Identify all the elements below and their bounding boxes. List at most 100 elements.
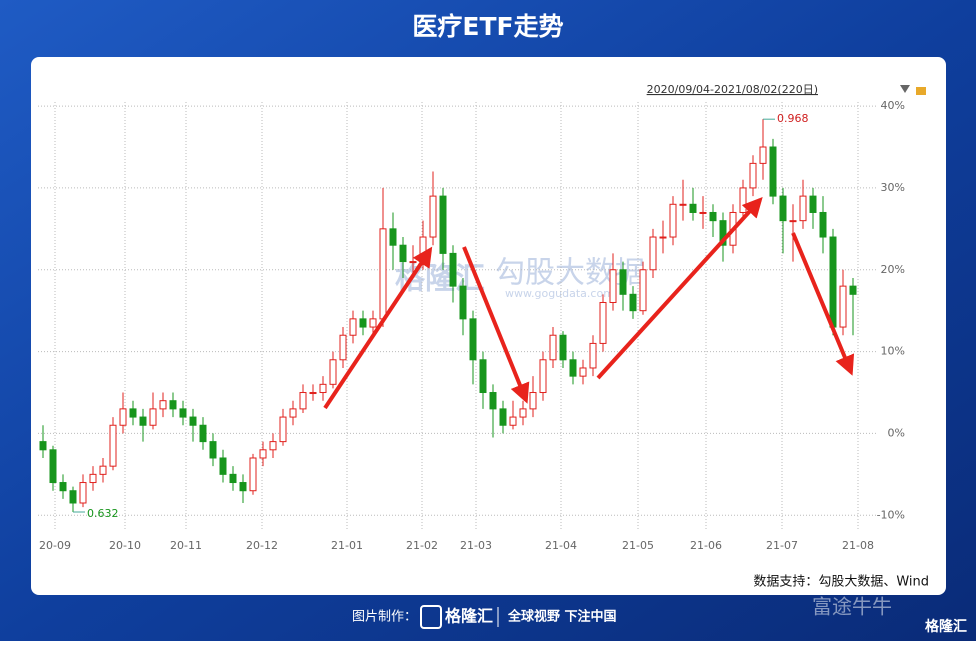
candle-body: [299, 392, 307, 410]
candle-body: [179, 408, 187, 418]
candle-body: [829, 236, 837, 328]
candle-body: [89, 473, 97, 484]
x-tick-label: 21-07: [766, 539, 798, 552]
arrow: [596, 197, 763, 380]
x-tick-label: 20-12: [246, 539, 278, 552]
arrow: [791, 232, 855, 376]
candle-body: [609, 269, 617, 303]
candle-body: [349, 318, 357, 336]
candle-body: [239, 482, 247, 492]
candle-body: [339, 334, 347, 361]
candle-body: [499, 408, 507, 426]
x-tick-label: 21-04: [545, 539, 577, 552]
y-tick-label: 30%: [881, 181, 905, 194]
candle-body: [369, 318, 377, 328]
watermark: www.gogudata.com: [505, 287, 614, 300]
page-title: 医疗ETF走势: [412, 12, 563, 41]
candle-body: [99, 465, 107, 475]
candle-body: [819, 211, 827, 238]
candle-body: [119, 408, 127, 426]
candle-body: [759, 146, 767, 164]
candle-body: [809, 195, 817, 213]
candle-body: [229, 473, 237, 484]
candle-body: [539, 359, 547, 394]
candle-body: [689, 203, 697, 213]
candle-body: [699, 211, 707, 214]
brand-logo: [420, 605, 442, 629]
x-tick-label: 20-10: [109, 539, 141, 552]
candle-body: [519, 408, 527, 418]
min-label: 0.632: [87, 507, 119, 520]
candle-body: [69, 490, 77, 504]
candle-body: [189, 416, 197, 426]
arrow: [323, 246, 433, 410]
candle-body: [139, 416, 147, 426]
candle-body: [559, 334, 567, 361]
candle-body: [779, 195, 787, 222]
corner-brand: 格隆汇: [925, 618, 967, 635]
x-tick-label: 21-05: [622, 539, 654, 552]
candle-body: [439, 195, 447, 254]
candle-body: [209, 441, 217, 459]
corner-watermark: 富途牛牛: [812, 595, 892, 619]
candle-body: [289, 408, 297, 418]
candle-body: [109, 424, 117, 467]
candle-body: [39, 441, 47, 451]
candle-body: [399, 244, 407, 263]
candle-body: [389, 228, 397, 246]
candle-body: [129, 408, 137, 418]
candle-body: [799, 195, 807, 222]
candle-body: [769, 146, 777, 197]
x-tick-label: 21-01: [331, 539, 363, 552]
y-tick-label: 10%: [881, 345, 905, 358]
candle-body: [359, 318, 367, 328]
x-tick-label: 21-06: [690, 539, 722, 552]
y-tick-label: 20%: [881, 263, 905, 276]
candle-body: [159, 400, 167, 410]
candle-body: [649, 236, 657, 271]
candle-body: [199, 424, 207, 443]
x-tick-label: 20-09: [39, 539, 71, 552]
candle-body: [149, 408, 157, 426]
candle-body: [849, 285, 857, 295]
candle-body: [529, 392, 537, 410]
candle-body: [249, 457, 257, 492]
dropdown-icon: [900, 85, 910, 93]
arrows: [323, 197, 855, 410]
candle-body: [589, 342, 597, 369]
candle-body: [329, 359, 337, 385]
candle-body: [79, 482, 87, 504]
candle-body: [669, 203, 677, 238]
max-label: 0.968: [777, 112, 809, 125]
candle-body: [449, 252, 457, 287]
candle-body: [509, 416, 517, 426]
candle-body: [459, 285, 467, 320]
candle-body: [319, 383, 327, 394]
candle-body: [639, 269, 647, 312]
candle-body: [659, 236, 667, 239]
candle-body: [279, 416, 287, 443]
range-label: 2020/09/04-2021/08/02(220日): [647, 83, 818, 96]
footer-slogan: 全球视野 下注中国: [507, 609, 617, 625]
candle-body: [409, 261, 417, 264]
candle-body: [789, 220, 797, 223]
candle-body: [739, 187, 747, 213]
candle-body: [219, 457, 227, 475]
footer-made-by: 图片制作：: [352, 610, 417, 625]
x-tick-label: 20-11: [170, 539, 202, 552]
candle-body: [259, 449, 267, 459]
candle-body: [569, 359, 577, 377]
card: [31, 57, 946, 595]
x-tick-label: 21-08: [842, 539, 874, 552]
lock-icon: [916, 87, 926, 95]
candle-body: [839, 285, 847, 328]
candle-body: [489, 392, 497, 410]
candle-body: [309, 392, 317, 395]
candle-body: [679, 203, 687, 206]
candle-body: [49, 449, 57, 484]
y-tick-label: 40%: [881, 99, 905, 112]
y-tick-label: 0%: [888, 426, 905, 439]
candle-body: [469, 318, 477, 361]
arrow: [462, 246, 530, 404]
